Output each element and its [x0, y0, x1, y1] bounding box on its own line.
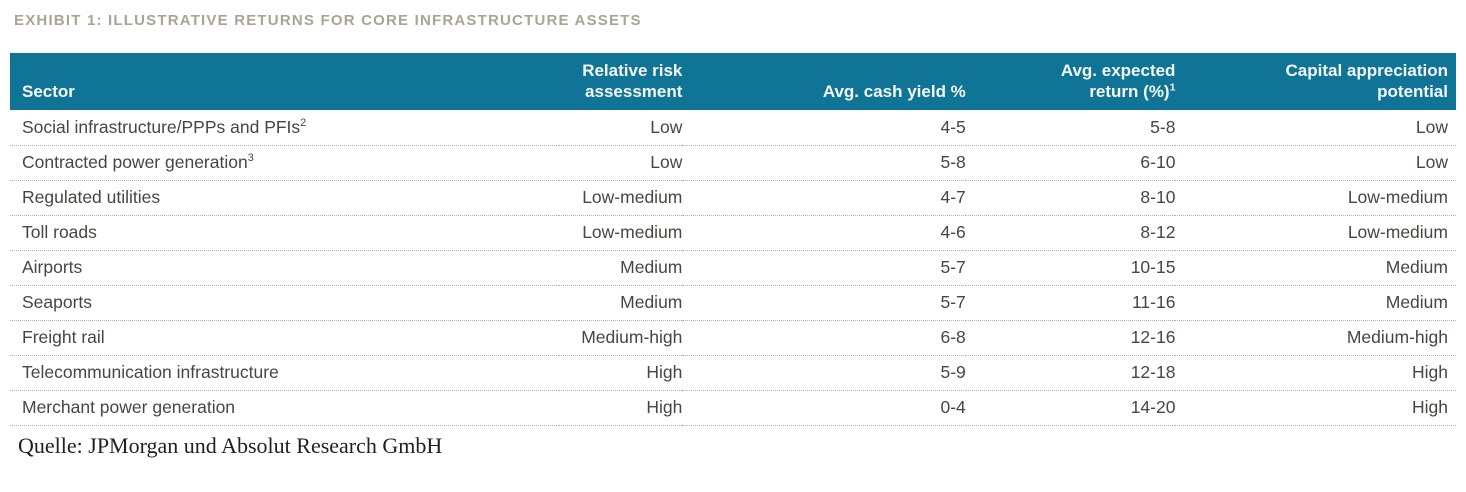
source-caption: Quelle: JPMorgan und Absolut Research Gm…: [18, 432, 443, 458]
footnote-marker: 3: [247, 152, 254, 165]
cell-capital: Medium: [1175, 285, 1456, 321]
cell-expected-return: 14-20: [965, 390, 1176, 426]
page: EXHIBIT 1: ILLUSTRATIVE RETURNS FOR CORE…: [10, 12, 1456, 458]
cell-risk: High: [559, 390, 683, 426]
col-header-relative-risk-assessment: Relative risk assessment: [559, 53, 683, 110]
cell-expected-return: 6-10: [965, 145, 1176, 181]
cell-expected-return: 10-15: [965, 250, 1176, 286]
cell-capital: Medium-high: [1175, 320, 1456, 356]
exhibit-title: EXHIBIT 1: ILLUSTRATIVE RETURNS FOR CORE…: [14, 12, 642, 29]
cell-expected-return: 8-10: [965, 180, 1176, 216]
cell-sector: Social infrastructure/PPPs and PFIs2: [10, 110, 560, 146]
cell-sector: Seaports: [10, 285, 560, 321]
cell-risk: High: [559, 355, 683, 391]
cell-cash-yield: 4-7: [682, 180, 966, 216]
cell-sector: Toll roads: [10, 215, 560, 251]
cell-sector: Telecommunication infrastructure: [10, 355, 560, 391]
cell-expected-return: 8-12: [965, 215, 1176, 251]
table-header-row: Sector Relative risk assessment Avg. cash …: [10, 53, 1456, 110]
cell-expected-return: 12-18: [965, 355, 1176, 391]
footnote-marker: 1: [1169, 81, 1176, 94]
cell-capital: Low-medium: [1175, 215, 1456, 251]
cell-expected-return: 12-16: [965, 320, 1176, 356]
col-header-label: Relative risk assessment: [582, 60, 683, 101]
cell-capital: Low: [1175, 145, 1456, 181]
table-row: Airports Medium 5-7 10-15 Medium: [10, 250, 1456, 286]
cell-capital: Medium: [1175, 250, 1456, 286]
table-row: Social infrastructure/PPPs and PFIs2 Low 4…: [10, 110, 1456, 146]
table-row: Merchant power generation High 0-4 14-20 Hig…: [10, 390, 1456, 426]
col-header-label: Sector: [22, 81, 75, 101]
col-header-avg-expected-return: Avg. expected return (%)1: [965, 53, 1176, 110]
cell-risk: Low-medium: [559, 180, 683, 216]
table-row: Freight rail Medium-high 6-8 12-16 Medium-hi…: [10, 320, 1456, 356]
col-header-label: Avg. expected return (%)1: [1060, 60, 1176, 101]
cell-cash-yield: 4-6: [682, 215, 966, 251]
table-body: Social infrastructure/PPPs and PFIs2 Low 4…: [10, 110, 1456, 426]
cell-cash-yield: 4-5: [682, 110, 966, 146]
cell-sector: Airports: [10, 250, 560, 286]
cell-expected-return: 5-8: [965, 110, 1176, 146]
table-row: Toll roads Low-medium 4-6 8-12 Low-medium: [10, 215, 1456, 251]
cell-cash-yield: 0-4: [682, 390, 966, 426]
cell-risk: Low: [559, 110, 683, 146]
cell-capital: High: [1175, 390, 1456, 426]
cell-sector: Contracted power generation3: [10, 145, 560, 181]
cell-sector: Regulated utilities: [10, 180, 560, 216]
col-header-label: Capital appreciation potential: [1285, 60, 1448, 101]
cell-risk: Low-medium: [559, 215, 683, 251]
cell-risk: Medium: [559, 250, 683, 286]
table-row: Contracted power generation3 Low 5-8 6-10 Lo…: [10, 145, 1456, 181]
cell-cash-yield: 5-7: [682, 250, 966, 286]
cell-risk: Medium-high: [559, 320, 683, 356]
cell-cash-yield: 5-9: [682, 355, 966, 391]
col-header-label: Avg. cash yield %: [822, 81, 966, 101]
cell-capital: Low-medium: [1175, 180, 1456, 216]
cell-cash-yield: 6-8: [682, 320, 966, 356]
cell-cash-yield: 5-7: [682, 285, 966, 321]
cell-capital: Low: [1175, 110, 1456, 146]
cell-capital: High: [1175, 355, 1456, 391]
returns-table: Sector Relative risk assessment Avg. cash …: [10, 53, 1456, 426]
cell-sector: Freight rail: [10, 320, 560, 356]
cell-risk: Medium: [559, 285, 683, 321]
col-header-capital-appreciation-potential: Capital appreciation potential: [1175, 53, 1456, 110]
cell-risk: Low: [559, 145, 683, 181]
footnote-marker: 2: [300, 116, 307, 129]
col-header-avg-cash-yield: Avg. cash yield %: [682, 53, 966, 110]
cell-sector: Merchant power generation: [10, 390, 560, 426]
table-row: Seaports Medium 5-7 11-16 Medium: [10, 285, 1456, 321]
table-row: Regulated utilities Low-medium 4-7 8-10 Low-…: [10, 180, 1456, 216]
table-row: Telecommunication infrastructure High 5-9 1…: [10, 355, 1456, 391]
cell-cash-yield: 5-8: [682, 145, 966, 181]
cell-expected-return: 11-16: [965, 285, 1176, 321]
col-header-sector: Sector: [10, 53, 560, 110]
